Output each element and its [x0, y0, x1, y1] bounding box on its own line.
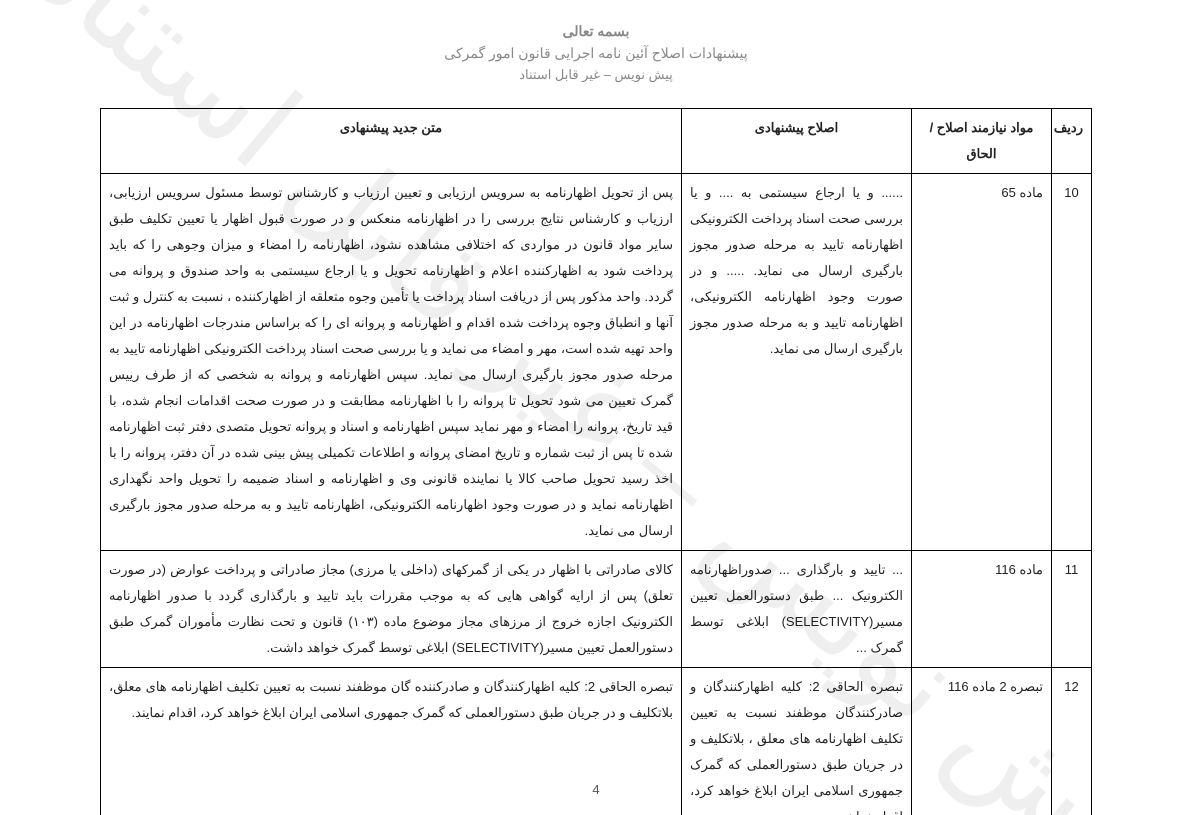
col-header-proposed: اصلاح پیشنهادی [682, 108, 912, 173]
header-line-3: پیش نویس – غیر قابل استناد [100, 65, 1092, 86]
document-header: بسمه تعالی پیشنهادات اصلاح آئین نامه اجر… [100, 20, 1092, 86]
header-line-2: پیشنهادات اصلاح آئین نامه اجرایی قانون ا… [100, 42, 1092, 64]
col-header-row: ردیف [1052, 108, 1092, 173]
cell-row-number: 11 [1052, 550, 1092, 667]
table-row: 10 ماده 65 ...... و یا ارجاع سیستمی به .… [101, 173, 1092, 550]
amendments-table: ردیف مواد نیازمند اصلاح / الحاق اصلاح پی… [100, 108, 1092, 815]
header-line-1: بسمه تعالی [100, 20, 1092, 42]
table-header-row: ردیف مواد نیازمند اصلاح / الحاق اصلاح پی… [101, 108, 1092, 173]
cell-proposed: ...... و یا ارجاع سیستمی به .... و یا بر… [682, 173, 912, 550]
cell-row-number: 10 [1052, 173, 1092, 550]
col-header-newtext: متن جدید پیشنهادی [101, 108, 682, 173]
cell-proposed: ... تایید و بارگذاری ... صدوراظهارنامه ا… [682, 550, 912, 667]
cell-newtext: کالای صادراتی با اظهار در یکی از گمرکهای… [101, 550, 682, 667]
cell-article: ماده 65 [912, 173, 1052, 550]
col-header-article: مواد نیازمند اصلاح / الحاق [912, 108, 1052, 173]
document-page: بسمه تعالی پیشنهادات اصلاح آئین نامه اجر… [0, 0, 1192, 815]
page-number: 4 [0, 782, 1192, 797]
cell-newtext: پس از تحویل اظهارنامه به سرویس ارزیابی و… [101, 173, 682, 550]
cell-article: ماده 116 [912, 550, 1052, 667]
table-row: 11 ماده 116 ... تایید و بارگذاری ... صدو… [101, 550, 1092, 667]
